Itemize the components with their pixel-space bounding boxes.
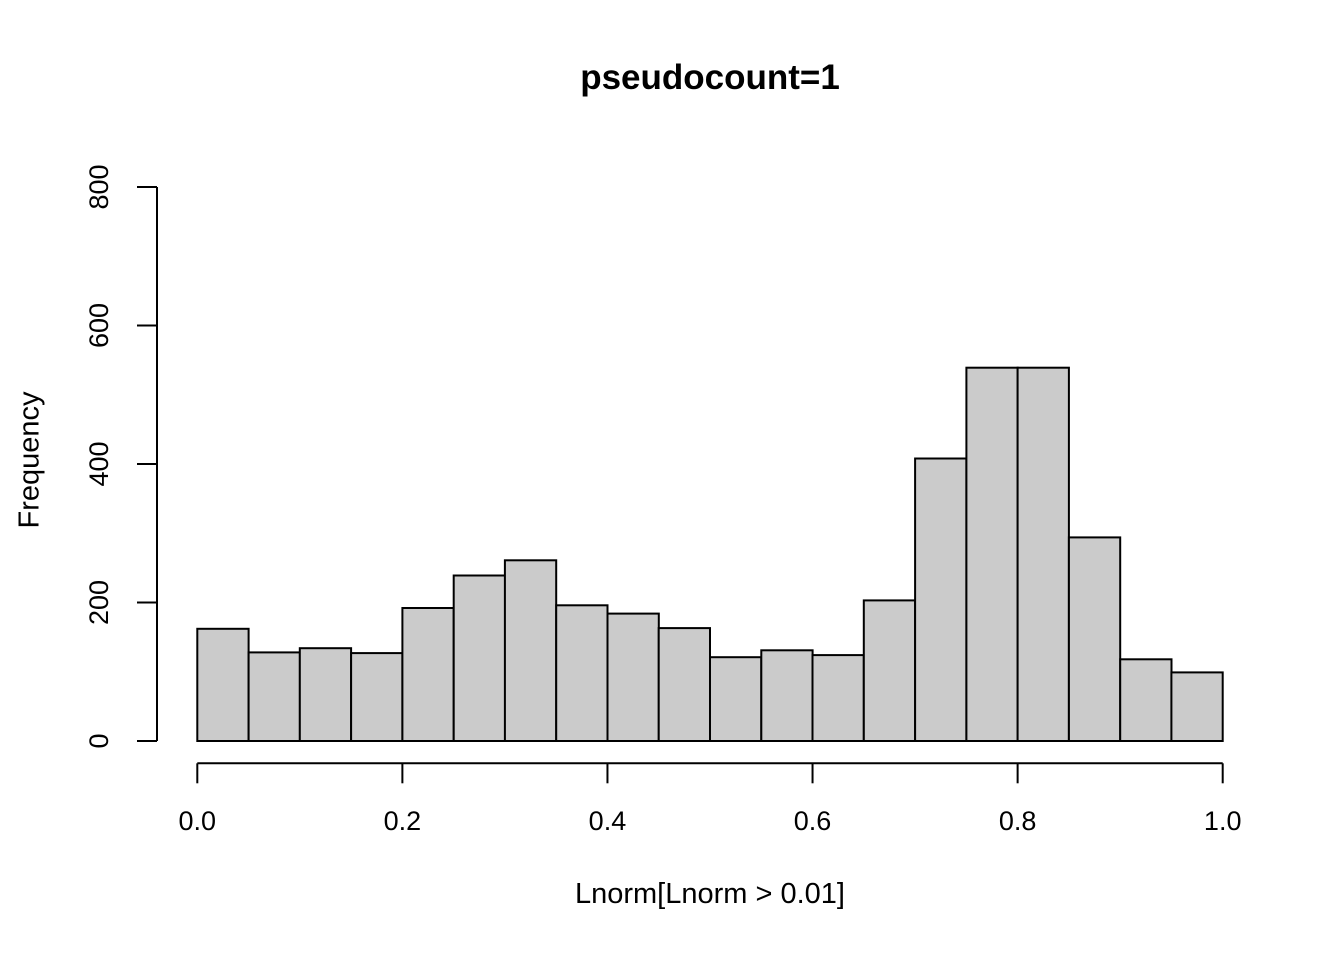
histogram-bar-9 xyxy=(657,627,712,742)
x-tick-label-2: 0.4 xyxy=(589,806,627,836)
x-axis-label: Lnorm[Lnorm > 0.01] xyxy=(574,878,845,910)
histogram-bar-1 xyxy=(247,651,301,743)
histogram-bar-5 xyxy=(452,574,507,742)
histogram-bar-12 xyxy=(811,654,865,742)
histogram-bar-17 xyxy=(1067,536,1122,743)
y-tick-label-3: 600 xyxy=(84,303,114,348)
histogram-bar-8 xyxy=(606,612,660,742)
x-tick-label-5: 1.0 xyxy=(1204,806,1242,836)
histogram-bar-16 xyxy=(1016,366,1070,742)
histogram-bar-14 xyxy=(914,457,968,742)
x-tick-label-3: 0.6 xyxy=(794,806,832,836)
x-tick-label-4: 0.8 xyxy=(999,806,1037,836)
histogram-bar-19 xyxy=(1170,671,1224,743)
x-tick-label-1: 0.2 xyxy=(384,806,422,836)
histogram-bar-7 xyxy=(555,604,609,742)
y-tick-label-1: 200 xyxy=(84,580,114,625)
y-tick-label-2: 400 xyxy=(84,441,114,486)
histogram-bar-18 xyxy=(1119,658,1173,742)
histogram-bar-13 xyxy=(862,599,917,743)
chart-title: pseudocount=1 xyxy=(580,58,840,97)
histogram-bar-15 xyxy=(965,366,1019,742)
histogram-bar-11 xyxy=(760,649,814,742)
histogram-bar-0 xyxy=(196,627,250,742)
histogram-bar-6 xyxy=(503,559,558,742)
y-tick-label-0: 0 xyxy=(84,733,114,748)
y-tick-label-4: 800 xyxy=(84,164,114,209)
histogram-bar-3 xyxy=(350,652,404,742)
histogram-bar-4 xyxy=(401,607,455,742)
x-tick-label-0: 0.0 xyxy=(179,806,217,836)
histogram-bar-10 xyxy=(709,656,763,743)
histogram-bar-2 xyxy=(298,647,353,743)
